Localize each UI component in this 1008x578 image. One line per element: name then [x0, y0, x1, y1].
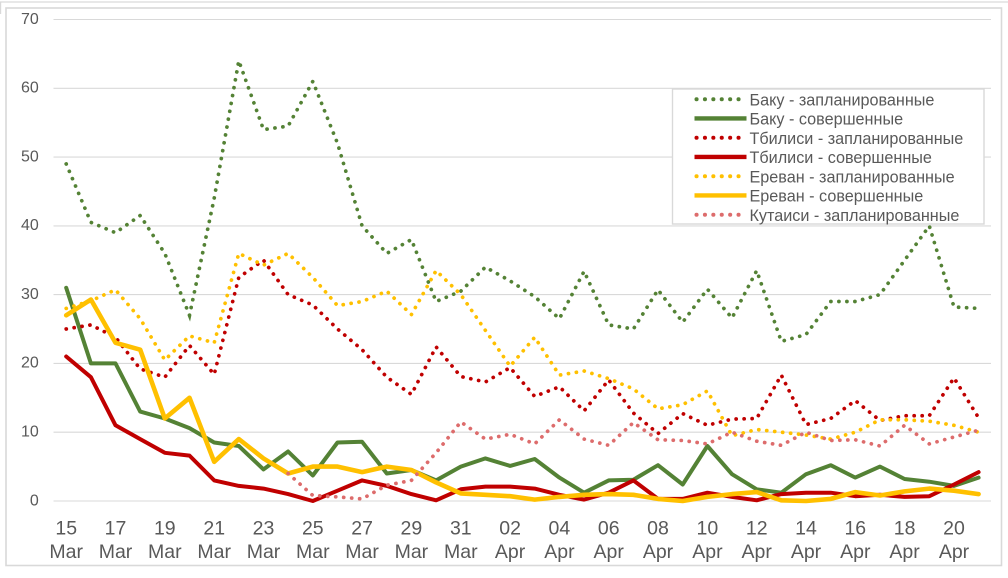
svg-text:29: 29	[401, 518, 423, 540]
svg-text:Ереван - совершенные: Ереван - совершенные	[750, 188, 924, 206]
svg-text:23: 23	[253, 518, 275, 540]
svg-text:60: 60	[21, 80, 39, 97]
svg-text:Apr: Apr	[742, 541, 773, 563]
svg-text:10: 10	[21, 424, 39, 441]
svg-text:14: 14	[795, 518, 817, 540]
svg-text:Mar: Mar	[395, 541, 429, 563]
svg-text:Apr: Apr	[939, 541, 970, 563]
svg-text:Apr: Apr	[495, 541, 526, 563]
svg-text:31: 31	[450, 518, 472, 540]
svg-text:Тбилиси - совершенные: Тбилиси - совершенные	[750, 149, 932, 167]
svg-text:0: 0	[30, 492, 39, 509]
svg-text:Apr: Apr	[594, 541, 625, 563]
svg-text:Apr: Apr	[791, 541, 822, 563]
svg-text:Apr: Apr	[840, 541, 871, 563]
svg-text:17: 17	[105, 518, 127, 540]
svg-text:Mar: Mar	[197, 541, 231, 563]
svg-text:40: 40	[21, 217, 39, 234]
svg-text:10: 10	[697, 518, 719, 540]
svg-text:Баку - совершенные: Баку - совершенные	[750, 111, 904, 129]
svg-text:Mar: Mar	[148, 541, 182, 563]
svg-text:Баку - запланированные: Баку - запланированные	[750, 91, 935, 109]
svg-text:15: 15	[55, 518, 77, 540]
svg-text:04: 04	[549, 518, 571, 540]
svg-text:16: 16	[844, 518, 866, 540]
svg-text:Mar: Mar	[99, 541, 133, 563]
svg-text:Apr: Apr	[544, 541, 575, 563]
svg-text:30: 30	[21, 286, 39, 303]
svg-text:20: 20	[943, 518, 965, 540]
svg-text:19: 19	[154, 518, 176, 540]
svg-text:Ереван - запланированные: Ереван - запланированные	[750, 168, 955, 186]
svg-text:Apr: Apr	[692, 541, 723, 563]
svg-text:Mar: Mar	[49, 541, 83, 563]
svg-text:18: 18	[894, 518, 916, 540]
svg-text:20: 20	[21, 355, 39, 372]
svg-text:12: 12	[746, 518, 768, 540]
svg-text:Тбилиси - запланированные: Тбилиси - запланированные	[750, 130, 964, 148]
svg-text:Mar: Mar	[296, 541, 330, 563]
svg-text:02: 02	[499, 518, 521, 540]
svg-text:Кутаиси - запланированные: Кутаиси - запланированные	[750, 207, 960, 225]
svg-text:Apr: Apr	[643, 541, 674, 563]
svg-text:25: 25	[302, 518, 324, 540]
svg-text:27: 27	[351, 518, 373, 540]
svg-text:06: 06	[598, 518, 620, 540]
svg-text:08: 08	[647, 518, 669, 540]
svg-text:Mar: Mar	[345, 541, 379, 563]
svg-text:21: 21	[203, 518, 225, 540]
svg-text:Apr: Apr	[889, 541, 920, 563]
svg-text:Mar: Mar	[247, 541, 281, 563]
svg-text:50: 50	[21, 148, 39, 165]
svg-text:Mar: Mar	[444, 541, 478, 563]
svg-text:70: 70	[21, 11, 39, 28]
